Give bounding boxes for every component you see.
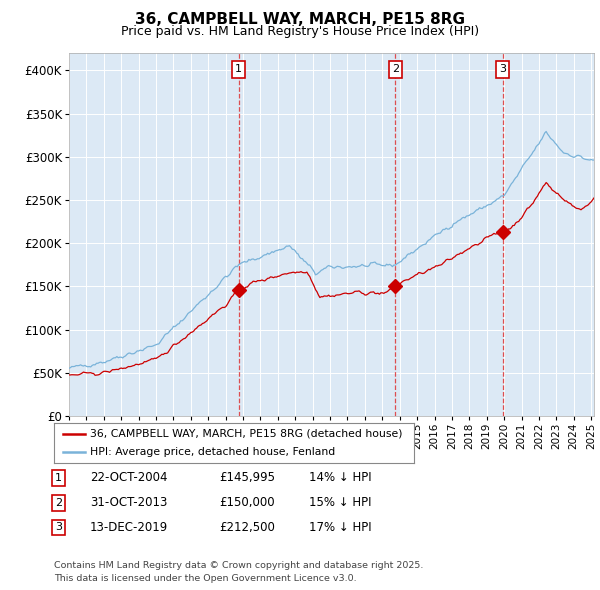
- Text: £212,500: £212,500: [219, 521, 275, 534]
- Text: £150,000: £150,000: [219, 496, 275, 509]
- Text: 36, CAMPBELL WAY, MARCH, PE15 8RG (detached house): 36, CAMPBELL WAY, MARCH, PE15 8RG (detac…: [90, 429, 403, 439]
- Text: 15% ↓ HPI: 15% ↓ HPI: [309, 496, 371, 509]
- Text: 31-OCT-2013: 31-OCT-2013: [90, 496, 167, 509]
- Text: 22-OCT-2004: 22-OCT-2004: [90, 471, 167, 484]
- Text: £145,995: £145,995: [219, 471, 275, 484]
- Text: 3: 3: [55, 523, 62, 532]
- Text: 3: 3: [499, 64, 506, 74]
- Text: 2: 2: [392, 64, 399, 74]
- Text: Price paid vs. HM Land Registry's House Price Index (HPI): Price paid vs. HM Land Registry's House …: [121, 25, 479, 38]
- Text: HPI: Average price, detached house, Fenland: HPI: Average price, detached house, Fenl…: [90, 447, 335, 457]
- Text: 1: 1: [235, 64, 242, 74]
- Text: 14% ↓ HPI: 14% ↓ HPI: [309, 471, 371, 484]
- Text: 1: 1: [55, 473, 62, 483]
- Text: 17% ↓ HPI: 17% ↓ HPI: [309, 521, 371, 534]
- Text: Contains HM Land Registry data © Crown copyright and database right 2025.
This d: Contains HM Land Registry data © Crown c…: [54, 562, 424, 583]
- Text: 13-DEC-2019: 13-DEC-2019: [90, 521, 168, 534]
- Text: 2: 2: [55, 498, 62, 507]
- Text: 36, CAMPBELL WAY, MARCH, PE15 8RG: 36, CAMPBELL WAY, MARCH, PE15 8RG: [135, 12, 465, 27]
